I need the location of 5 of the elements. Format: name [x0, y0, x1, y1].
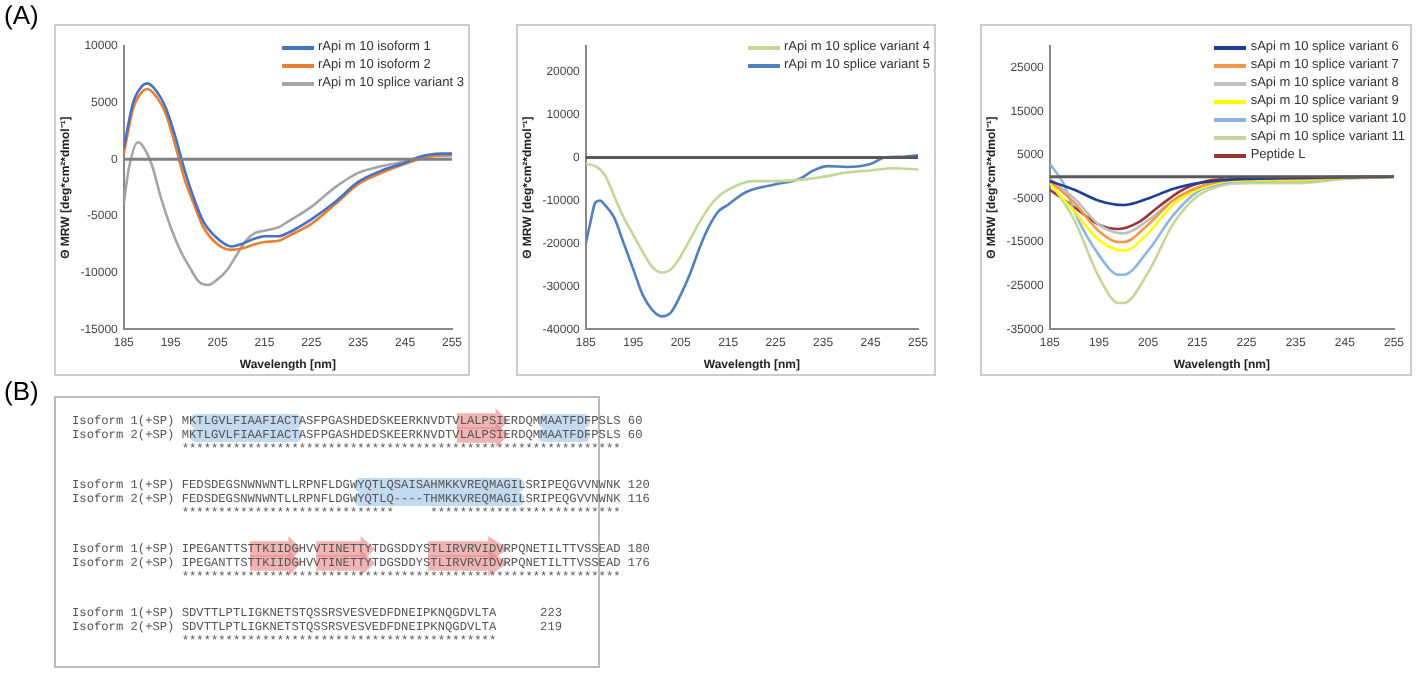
line-series — [585, 154, 918, 318]
text: (B) — [4, 376, 39, 406]
chart-title: (A) — [4, 0, 39, 30]
line-series — [123, 140, 452, 287]
line-series — [585, 162, 918, 274]
